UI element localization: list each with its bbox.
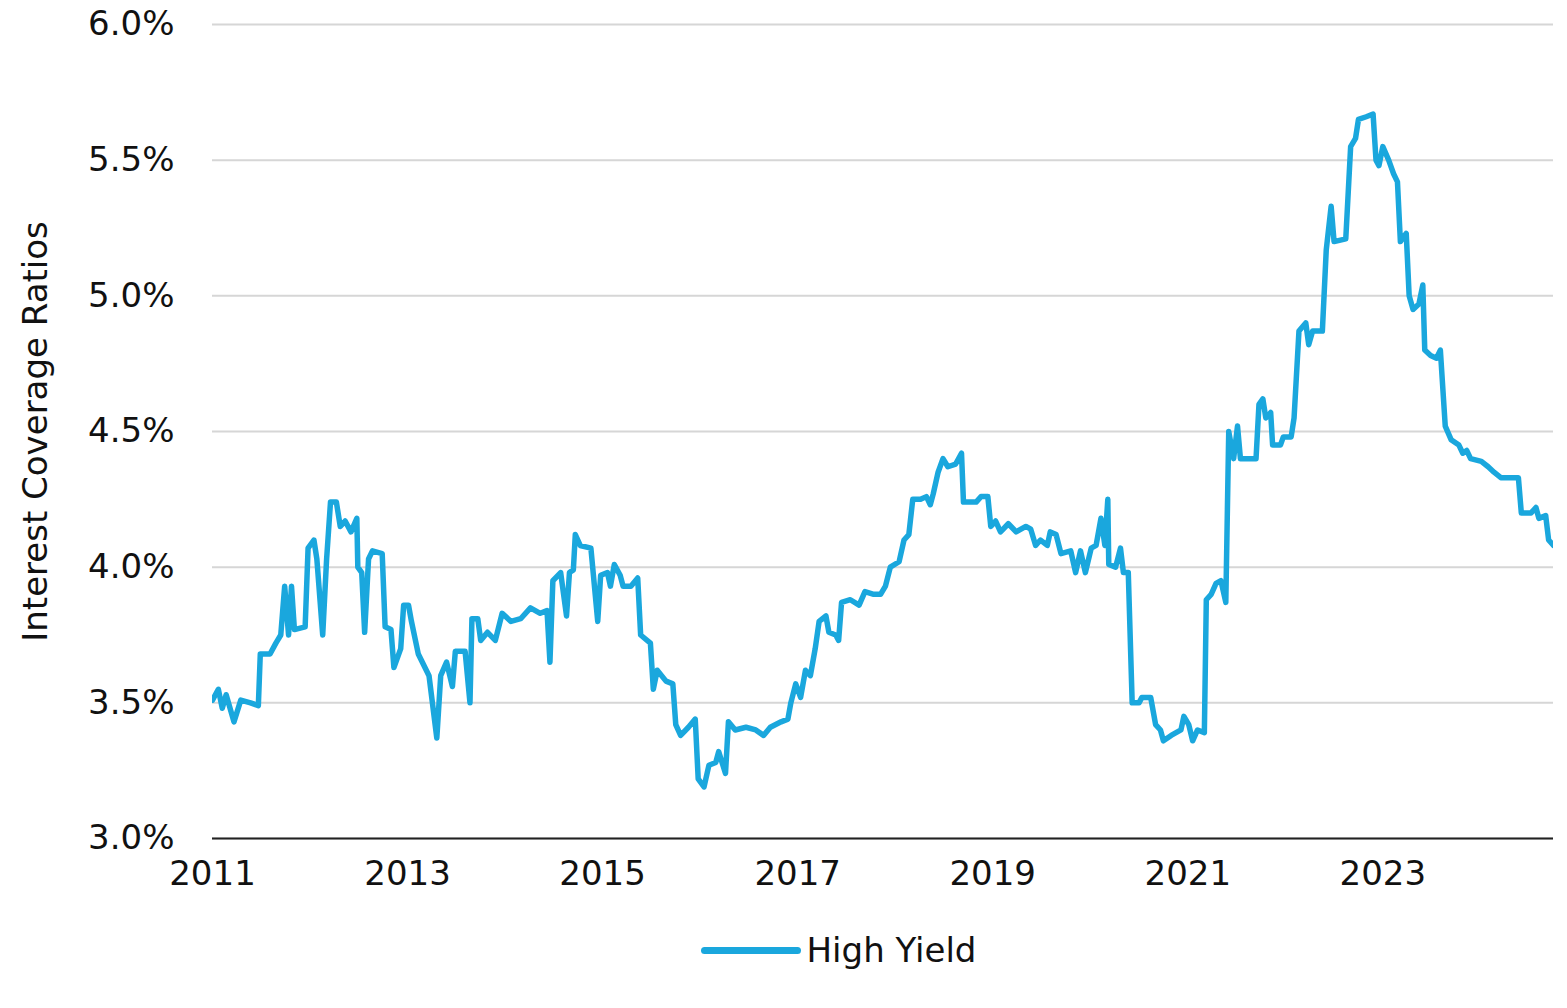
svg-text:3.5%: 3.5% — [88, 682, 174, 722]
svg-text:5.5%: 5.5% — [88, 139, 174, 179]
svg-text:4.5%: 4.5% — [88, 410, 174, 450]
svg-text:2015: 2015 — [559, 853, 646, 893]
svg-text:6.0%: 6.0% — [88, 3, 174, 43]
svg-text:2019: 2019 — [949, 853, 1036, 893]
svg-text:Interest Coverage Ratios: Interest Coverage Ratios — [15, 221, 55, 642]
svg-text:5.0%: 5.0% — [88, 275, 174, 315]
svg-text:2017: 2017 — [754, 853, 841, 893]
svg-text:2013: 2013 — [364, 853, 451, 893]
svg-text:3.0%: 3.0% — [88, 817, 174, 857]
html-text:High Yield: High Yield — [806, 930, 977, 970]
svg-text:2011: 2011 — [169, 853, 256, 893]
svg-text:2023: 2023 — [1340, 853, 1427, 893]
svg-text:2021: 2021 — [1145, 853, 1232, 893]
svg-text:4.0%: 4.0% — [88, 546, 174, 586]
